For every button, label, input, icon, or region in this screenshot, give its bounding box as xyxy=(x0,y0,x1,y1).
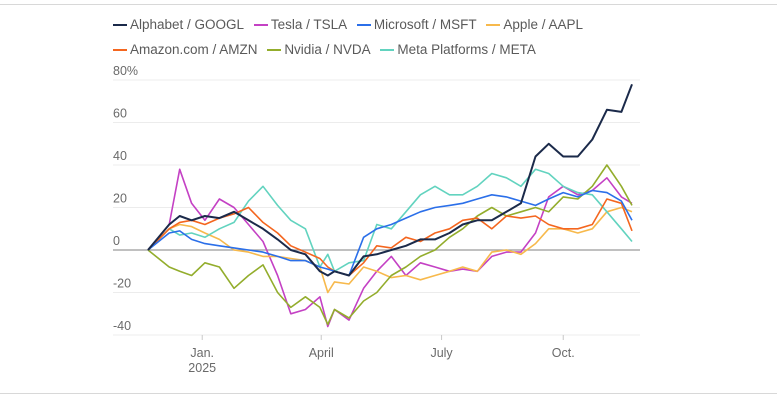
legend-item: Microsoft / MSFT xyxy=(356,17,477,32)
y-tick-label: 0 xyxy=(113,234,120,248)
chart-legend: Alphabet / GOOGL Tesla / TSLA Microsoft … xyxy=(113,12,613,62)
y-tick-label: 20 xyxy=(113,192,127,206)
legend-item: Apple / AAPL xyxy=(486,17,583,32)
y-tick-label: 60 xyxy=(113,107,127,121)
x-tick-label: July xyxy=(430,346,453,360)
legend-label: Amazon.com / AMZN xyxy=(130,42,258,57)
legend-item: Alphabet / GOOGL xyxy=(113,17,244,32)
legend-label: Microsoft / MSFT xyxy=(373,17,477,32)
series-line-googl xyxy=(147,83,633,277)
legend-label: Alphabet / GOOGL xyxy=(130,17,245,32)
legend-swatch xyxy=(380,49,395,52)
bottom-divider xyxy=(0,393,777,394)
legend-item: Amazon.com / AMZN xyxy=(113,42,258,57)
x-tick-label: Oct. xyxy=(552,346,575,360)
legend-swatch xyxy=(356,24,371,27)
legend-swatch xyxy=(253,24,268,27)
series-line-amzn xyxy=(147,198,633,277)
x-tick-label: Jan. xyxy=(190,346,214,360)
series-line-meta xyxy=(147,168,633,273)
legend-label: Tesla / TSLA xyxy=(270,17,348,32)
y-tick-label: 80% xyxy=(113,64,138,78)
legend-item: Meta Platforms / META xyxy=(380,42,536,57)
series-line-nvda xyxy=(147,164,633,326)
legend-item: Tesla / TSLA xyxy=(253,17,348,32)
legend-label: Apple / AAPL xyxy=(503,17,583,32)
series-line-tsla xyxy=(147,168,633,328)
top-divider xyxy=(0,4,777,5)
legend-swatch xyxy=(113,49,127,52)
x-tick-sublabel: 2025 xyxy=(188,361,216,375)
x-tick-label: April xyxy=(309,346,334,360)
y-tick-label: -20 xyxy=(113,277,131,291)
legend-item: Nvidia / NVDA xyxy=(267,42,371,57)
y-tick-label: 40 xyxy=(113,149,127,163)
legend-label: Meta Platforms / META xyxy=(397,42,536,57)
legend-swatch xyxy=(267,49,282,52)
series-line-msft xyxy=(147,189,633,277)
legend-swatch xyxy=(486,24,501,27)
legend-swatch xyxy=(113,24,127,27)
y-tick-label: -40 xyxy=(113,319,131,333)
legend-label: Nvidia / NVDA xyxy=(284,42,371,57)
